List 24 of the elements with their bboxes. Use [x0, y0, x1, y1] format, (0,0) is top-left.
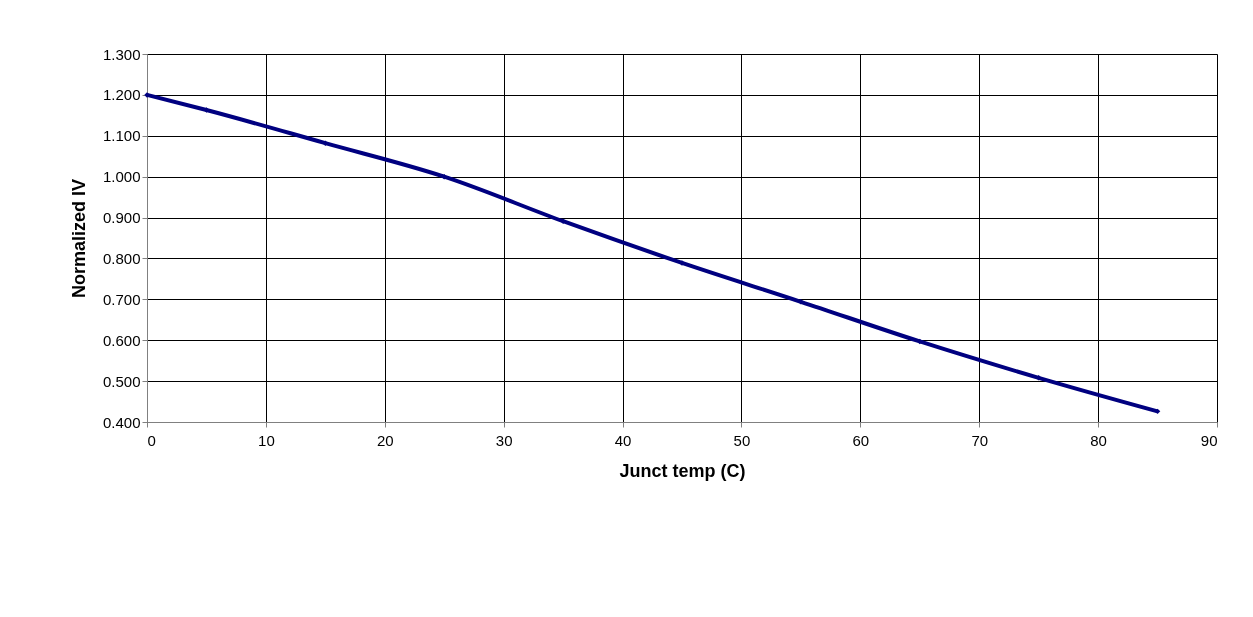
point — [798, 299, 804, 305]
x-tick-label: 90 — [1200, 431, 1218, 449]
x-tick-label: 70 — [971, 431, 989, 449]
y-tick-label: 0.900 — [102, 209, 141, 227]
x-tick-label: 30 — [495, 431, 513, 449]
x-tick-label: 10 — [258, 431, 275, 449]
x-tick-label: 80 — [1090, 431, 1107, 449]
y-tick-label: 0.400 — [102, 413, 141, 431]
y-tick-label: 0.700 — [102, 290, 141, 308]
x-tick-label: 0 — [147, 431, 156, 449]
y-axis-title: Normalized IV — [68, 178, 89, 299]
x-tick-label: 50 — [733, 431, 751, 449]
y-tick-label: 1.100 — [102, 127, 141, 145]
y-tick-label: 1.300 — [102, 45, 141, 63]
y-tick-label: 1.000 — [102, 168, 141, 186]
x-tick-label: 40 — [614, 431, 632, 449]
point — [560, 218, 566, 224]
y-tick-label: 0.500 — [102, 372, 141, 390]
x-tick-label: 60 — [852, 431, 870, 449]
x-axis-title: Junct temp (C) — [619, 460, 746, 481]
y-tick-label: 1.200 — [102, 86, 141, 104]
y-tick-label: 0.800 — [102, 249, 141, 267]
x-tick-label: 20 — [376, 431, 394, 449]
y-tick-label: 0.600 — [102, 331, 141, 349]
